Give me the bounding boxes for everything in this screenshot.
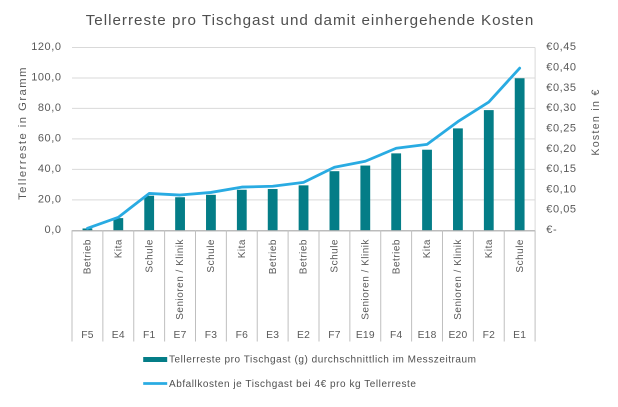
svg-text:E20: E20 xyxy=(448,330,467,341)
svg-text:€0,25: €0,25 xyxy=(546,122,576,134)
svg-text:F6: F6 xyxy=(236,330,248,341)
svg-text:Schule: Schule xyxy=(144,239,155,273)
svg-text:E2: E2 xyxy=(297,330,310,341)
svg-text:F5: F5 xyxy=(81,330,93,341)
svg-text:€0,45: €0,45 xyxy=(546,41,576,53)
svg-text:€0,05: €0,05 xyxy=(546,204,576,216)
svg-text:Tellerreste pro Tischgast und: Tellerreste pro Tischgast und damit einh… xyxy=(86,12,535,29)
svg-text:0,0: 0,0 xyxy=(45,224,62,236)
svg-text:€-: €- xyxy=(546,224,557,236)
svg-text:€0,15: €0,15 xyxy=(546,163,576,175)
svg-text:€0,30: €0,30 xyxy=(546,102,576,114)
svg-text:E3: E3 xyxy=(266,330,279,341)
svg-text:20,0: 20,0 xyxy=(38,194,62,206)
svg-text:F1: F1 xyxy=(143,330,155,341)
svg-text:Senioren / Klinik: Senioren / Klinik xyxy=(175,239,186,320)
svg-text:Kita: Kita xyxy=(422,239,433,258)
svg-text:80,0: 80,0 xyxy=(38,102,62,114)
svg-text:E4: E4 xyxy=(112,330,125,341)
svg-text:40,0: 40,0 xyxy=(38,163,62,175)
svg-text:Senioren / Klinik: Senioren / Klinik xyxy=(453,239,464,320)
svg-text:€0,35: €0,35 xyxy=(546,82,576,94)
svg-text:F2: F2 xyxy=(483,330,495,341)
svg-text:100,0: 100,0 xyxy=(31,72,61,84)
svg-text:E19: E19 xyxy=(356,330,375,341)
svg-text:Betrieb: Betrieb xyxy=(299,239,310,274)
svg-text:Kita: Kita xyxy=(114,239,125,258)
svg-text:Betrieb: Betrieb xyxy=(83,239,94,274)
svg-text:Betrieb: Betrieb xyxy=(268,239,279,274)
svg-text:€0,10: €0,10 xyxy=(546,183,576,195)
svg-text:F7: F7 xyxy=(328,330,340,341)
svg-text:120,0: 120,0 xyxy=(31,41,61,53)
svg-text:€0,20: €0,20 xyxy=(546,143,576,155)
svg-text:E1: E1 xyxy=(513,330,526,341)
svg-text:Schule: Schule xyxy=(515,239,526,273)
svg-text:Kita: Kita xyxy=(484,239,495,258)
svg-text:Schule: Schule xyxy=(206,239,217,273)
svg-text:Betrieb: Betrieb xyxy=(391,239,402,274)
svg-text:Senioren / Klinik: Senioren / Klinik xyxy=(361,239,372,320)
svg-text:E7: E7 xyxy=(174,330,187,341)
svg-text:€0,40: €0,40 xyxy=(546,62,576,74)
svg-text:Tellerreste pro Tischgast (g): Tellerreste pro Tischgast (g) durchschni… xyxy=(169,355,477,366)
svg-text:Schule: Schule xyxy=(330,239,341,273)
svg-text:Kosten in €: Kosten in € xyxy=(590,88,602,155)
svg-text:Abfallkosten je Tischgast bei: Abfallkosten je Tischgast bei 4€ pro kg … xyxy=(169,379,416,390)
svg-text:E18: E18 xyxy=(418,330,437,341)
svg-text:F4: F4 xyxy=(390,330,402,341)
svg-text:F3: F3 xyxy=(205,330,217,341)
svg-text:60,0: 60,0 xyxy=(38,133,62,145)
svg-text:Tellerreste in Gramm: Tellerreste in Gramm xyxy=(17,66,29,200)
svg-text:Kita: Kita xyxy=(237,239,248,258)
